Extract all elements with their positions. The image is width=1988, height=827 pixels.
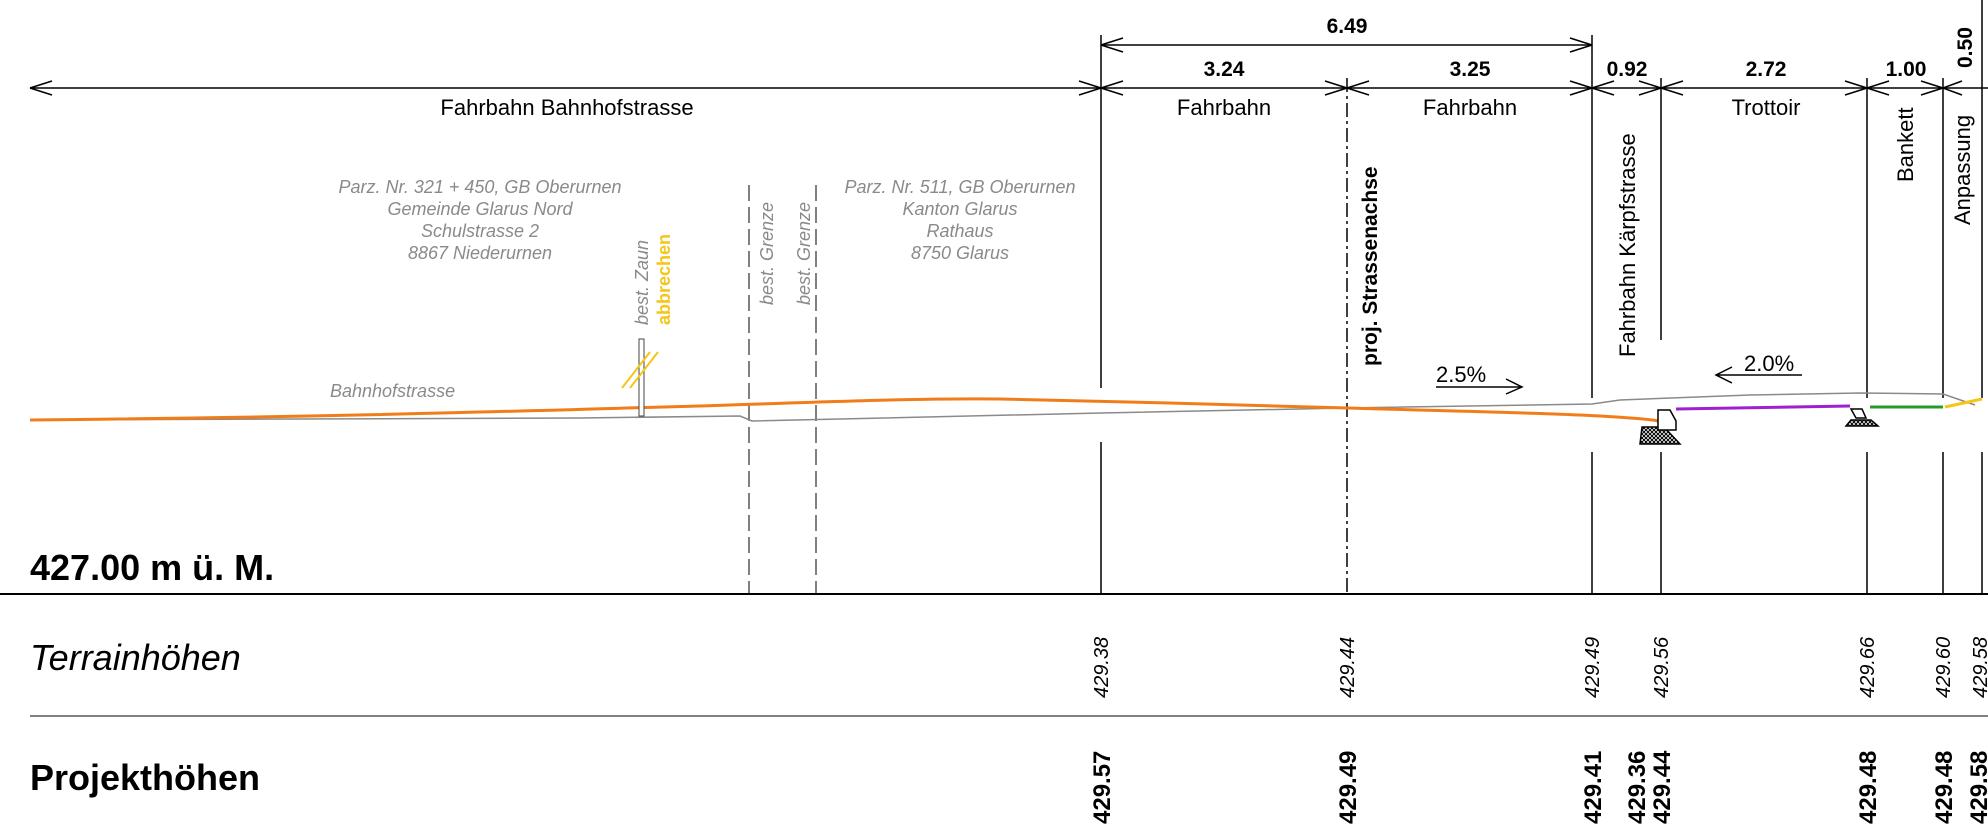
slope-left-label: 2.5% bbox=[1436, 362, 1486, 387]
fence-label: best. Zaun bbox=[632, 240, 652, 325]
street-label: Bahnhofstrasse bbox=[330, 381, 455, 401]
svg-text:429.66: 429.66 bbox=[1857, 636, 1879, 698]
svg-text:429.44: 429.44 bbox=[1649, 750, 1676, 824]
svg-text:8750 Glarus: 8750 Glarus bbox=[911, 243, 1009, 263]
svg-text:429.36: 429.36 bbox=[1624, 751, 1651, 824]
svg-text:429.41: 429.41 bbox=[1580, 751, 1607, 824]
dim-anpassung-label: 0.50 bbox=[1954, 27, 1977, 68]
zone-fahrbahn-right-label: Fahrbahn bbox=[1423, 95, 1517, 120]
slope-left-arrow bbox=[1436, 378, 1524, 395]
fence-action-label: abbrechen bbox=[654, 234, 674, 325]
svg-text:429.58: 429.58 bbox=[1970, 637, 1988, 698]
svg-text:429.58: 429.58 bbox=[1966, 751, 1988, 824]
terrain-row-title: Terrainhöhen bbox=[30, 637, 241, 678]
dim-trottoir-label: 2.72 bbox=[1746, 58, 1787, 81]
parcel-left-info: Parz. Nr. 321 + 450, GB Oberurnen Gemein… bbox=[339, 177, 622, 263]
project-height-values: 429.57 429.49 429.41 429.36 429.44 429.4… bbox=[1089, 750, 1988, 824]
svg-text:Schulstrasse 2: Schulstrasse 2 bbox=[421, 221, 539, 241]
svg-text:429.56: 429.56 bbox=[1651, 636, 1673, 698]
svg-text:Gemeinde Glarus Nord: Gemeinde Glarus Nord bbox=[387, 199, 573, 219]
svg-text:429.44: 429.44 bbox=[1337, 637, 1359, 698]
zone-bahnhofstrasse-label: Fahrbahn Bahnhofstrasse bbox=[440, 95, 693, 120]
parcel-right-info: Parz. Nr. 511, GB Oberurnen Kanton Glaru… bbox=[844, 177, 1075, 263]
zone-bankett-label: Bankett bbox=[1893, 107, 1918, 182]
svg-text:429.49: 429.49 bbox=[1335, 751, 1362, 824]
existing-terrain-line bbox=[29, 392, 1976, 422]
project-surface-line bbox=[29, 397, 1659, 423]
svg-text:429.49: 429.49 bbox=[1582, 637, 1604, 698]
road-axis-label: proj. Strassenachse bbox=[1359, 166, 1382, 366]
svg-text:8867 Niederurnen: 8867 Niederurnen bbox=[408, 243, 552, 263]
existing-fence-post bbox=[621, 338, 659, 417]
zone-kaerpf-label: Fahrbahn Kärpfstrasse bbox=[1615, 133, 1640, 357]
slope-right-arrow bbox=[1714, 366, 1802, 384]
svg-text:Parz. Nr. 321 + 450, GB Oberur: Parz. Nr. 321 + 450, GB Oberurnen bbox=[339, 177, 622, 197]
curbstone-right bbox=[1844, 408, 1881, 427]
svg-text:429.48: 429.48 bbox=[1931, 751, 1958, 824]
dim-total-label: 6.49 bbox=[1327, 15, 1368, 38]
zone-anpassung-label: Anpassung bbox=[1950, 115, 1975, 225]
dim-fahrbahn-left-label: 3.24 bbox=[1204, 58, 1245, 81]
svg-text:Rathaus: Rathaus bbox=[926, 221, 993, 241]
terrain-height-values: 429.38 429.44 429.49 429.56 429.66 429.6… bbox=[1091, 636, 1988, 698]
dim-fahrbahn-right-label: 3.25 bbox=[1450, 58, 1491, 81]
svg-text:429.57: 429.57 bbox=[1089, 751, 1116, 824]
zone-trottoir-label: Trottoir bbox=[1732, 95, 1801, 120]
curbstone-left bbox=[1639, 409, 1682, 445]
trottoir-surface-line bbox=[1675, 404, 1851, 411]
dim-kaerpf-label: 0.92 bbox=[1607, 58, 1648, 81]
svg-text:Parz. Nr. 511, GB Oberurnen: Parz. Nr. 511, GB Oberurnen bbox=[844, 177, 1075, 197]
boundary-label-2: best. Grenze bbox=[794, 202, 814, 305]
svg-text:429.38: 429.38 bbox=[1091, 637, 1113, 698]
reference-level-label: 427.00 m ü. M. bbox=[30, 547, 274, 588]
anpassung-surface-line bbox=[1944, 397, 1983, 409]
slope-right-label: 2.0% bbox=[1744, 351, 1794, 376]
zone-fahrbahn-left-label: Fahrbahn bbox=[1177, 95, 1271, 120]
dim-bankett-label: 1.00 bbox=[1886, 58, 1927, 81]
svg-text:429.48: 429.48 bbox=[1855, 751, 1882, 824]
boundary-label-1: best. Grenze bbox=[757, 202, 777, 305]
project-row-title: Projekthöhen bbox=[30, 757, 260, 798]
svg-text:429.60: 429.60 bbox=[1933, 637, 1955, 698]
dimension-chain bbox=[29, 0, 1988, 594]
svg-text:Kanton Glarus: Kanton Glarus bbox=[902, 199, 1017, 219]
